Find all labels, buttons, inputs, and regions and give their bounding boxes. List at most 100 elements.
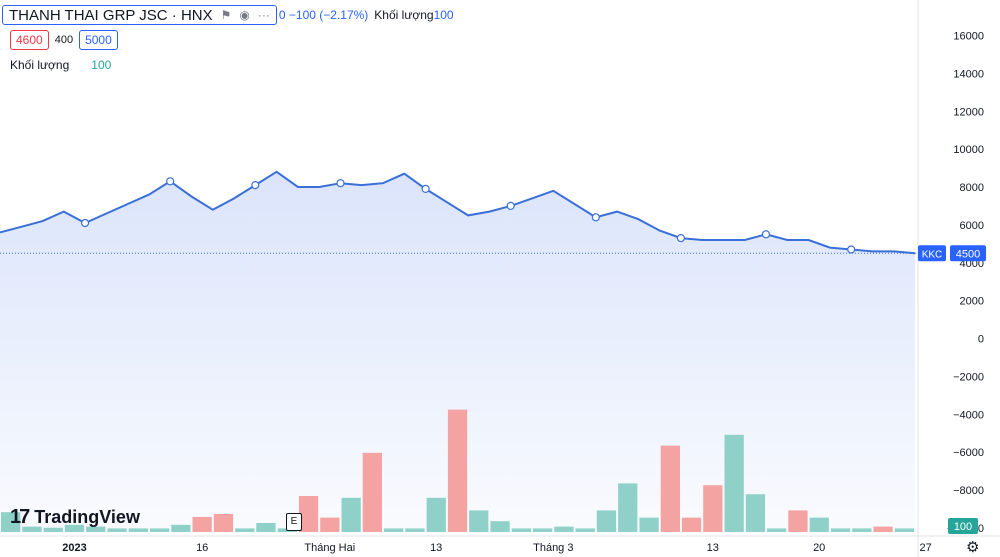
volume-bar-35 bbox=[745, 494, 766, 532]
volume-bar-37 bbox=[788, 510, 808, 532]
volume-bar-18 bbox=[384, 528, 404, 532]
volume-bar-41 bbox=[873, 526, 893, 532]
volume-bar-8 bbox=[171, 524, 191, 532]
spread-value: 400 bbox=[54, 34, 74, 46]
price-area-fill bbox=[0, 171, 915, 533]
volume-bar-36 bbox=[767, 528, 787, 532]
bid-price[interactable]: 4600 bbox=[10, 30, 49, 50]
volume-bar-38 bbox=[809, 517, 829, 532]
volume-bar-32 bbox=[681, 517, 702, 532]
volume-bar-0 bbox=[1, 512, 21, 532]
y-tick-label: 6000 bbox=[960, 220, 984, 232]
more-options-icon[interactable]: ··· bbox=[257, 8, 270, 22]
y-tick-label: 8000 bbox=[960, 182, 984, 194]
volume-bar-5 bbox=[107, 528, 127, 532]
volume-bar-4 bbox=[86, 526, 106, 532]
volume-bar-42 bbox=[894, 528, 914, 532]
volume-bar-12 bbox=[256, 523, 276, 532]
volume-legend-label: Khối lượng bbox=[10, 58, 70, 72]
volume-bar-23 bbox=[490, 521, 510, 532]
legend-header: THANH THAI GRP JSC · HNX ⚑ ◉ ··· 0 −100 … bbox=[2, 5, 454, 25]
y-tick-label: 14000 bbox=[953, 68, 984, 80]
volume-bar-34 bbox=[724, 434, 744, 532]
volume-bar-6 bbox=[128, 528, 148, 532]
volume-bar-10 bbox=[213, 514, 234, 532]
y-tick-label: −6000 bbox=[953, 447, 984, 459]
tradingview-logo-icon: 17 bbox=[10, 506, 30, 528]
price-marker-28 bbox=[591, 213, 600, 222]
price-marker-20 bbox=[421, 184, 430, 193]
price-marker-16 bbox=[336, 179, 345, 188]
ticker-label: KKC bbox=[922, 249, 943, 260]
volume-bar-9 bbox=[192, 516, 212, 532]
volume-bar-14 bbox=[298, 496, 319, 532]
settings-gear-icon[interactable]: ⚙ bbox=[966, 539, 980, 556]
price-marker-40 bbox=[847, 245, 856, 254]
volume-bar-39 bbox=[830, 528, 851, 532]
tradingview-logo[interactable]: 17 TradingView bbox=[10, 506, 140, 529]
last-volume-label: 100 bbox=[954, 521, 972, 533]
volume-bar-20 bbox=[426, 497, 446, 532]
eye-icon[interactable]: ◉ bbox=[239, 8, 250, 22]
x-tick-label: 16 bbox=[196, 542, 208, 554]
volume-label: Khối lượng bbox=[374, 8, 434, 22]
volume-bar-2 bbox=[43, 527, 63, 532]
x-tick-label: Tháng Hai bbox=[304, 542, 355, 554]
volume-legend-value: 100 bbox=[91, 58, 112, 72]
last-price-label: 4500 bbox=[956, 248, 980, 260]
volume-legend: Khối lượng 100 bbox=[10, 58, 111, 72]
x-tick-label: 2023 bbox=[62, 542, 86, 554]
volume-bar-24 bbox=[511, 528, 531, 532]
volume-bar-40 bbox=[852, 528, 872, 532]
volume-bar-19 bbox=[405, 528, 425, 532]
flag-icon[interactable]: ⚑ bbox=[220, 8, 232, 22]
ticker-label-bg bbox=[918, 245, 946, 262]
y-tick-label: −4000 bbox=[953, 409, 984, 421]
volume-bar-11 bbox=[235, 528, 255, 532]
earnings-event-marker[interactable]: E bbox=[286, 513, 302, 531]
volume-bar-7 bbox=[150, 528, 170, 532]
tradingview-logo-text: TradingView bbox=[34, 507, 140, 527]
y-tick-label: 0 bbox=[978, 334, 984, 346]
volume-bar-31 bbox=[660, 445, 680, 532]
y-tick-label: 10000 bbox=[953, 144, 984, 156]
volume-bar-17 bbox=[362, 452, 382, 532]
volume-bar-21 bbox=[447, 409, 468, 532]
y-tick-label: 12000 bbox=[953, 106, 984, 118]
price-marker-4 bbox=[80, 218, 90, 228]
x-tick-label: 13 bbox=[430, 542, 442, 554]
volume-bar-1 bbox=[22, 526, 42, 532]
last-price-label-bg bbox=[950, 245, 986, 262]
x-tick-label: 20 bbox=[813, 542, 825, 554]
price-marker-32 bbox=[676, 234, 686, 243]
symbol-box[interactable]: THANH THAI GRP JSC · HNX ⚑ ◉ ··· bbox=[2, 5, 277, 25]
volume-bar-16 bbox=[341, 497, 361, 532]
volume-bar-30 bbox=[639, 517, 659, 532]
volume-bar-15 bbox=[320, 517, 340, 532]
bid-ask-row: 4600 400 5000 bbox=[10, 30, 118, 50]
volume-bar-33 bbox=[703, 485, 723, 532]
x-tick-label: 13 bbox=[707, 542, 719, 554]
x-tick-label: 27 bbox=[919, 542, 931, 554]
volume-bar-29 bbox=[618, 483, 638, 532]
y-tick-label: 16000 bbox=[953, 31, 984, 43]
price-marker-12 bbox=[251, 181, 260, 190]
price-marker-24 bbox=[506, 201, 515, 210]
y-tick-label: −2000 bbox=[953, 371, 984, 383]
volume-bar-26 bbox=[554, 526, 574, 532]
last-volume-label-bg bbox=[948, 518, 978, 534]
y-tick-label: −8000 bbox=[953, 485, 984, 497]
ask-price[interactable]: 5000 bbox=[79, 30, 118, 50]
volume-bar-22 bbox=[469, 510, 489, 532]
volume-bar-3 bbox=[64, 524, 85, 532]
price-change: 0 −100 (−2.17%) bbox=[278, 8, 369, 22]
y-tick-label: 2000 bbox=[960, 296, 984, 308]
volume-bar-25 bbox=[533, 528, 553, 532]
price-marker-36 bbox=[761, 230, 771, 239]
volume-bar-28 bbox=[596, 510, 617, 532]
symbol-name: THANH THAI GRP JSC · HNX bbox=[9, 6, 213, 24]
x-tick-label: Tháng 3 bbox=[533, 542, 573, 554]
volume-value: 100 bbox=[433, 8, 454, 22]
price-marker-8 bbox=[166, 177, 175, 186]
